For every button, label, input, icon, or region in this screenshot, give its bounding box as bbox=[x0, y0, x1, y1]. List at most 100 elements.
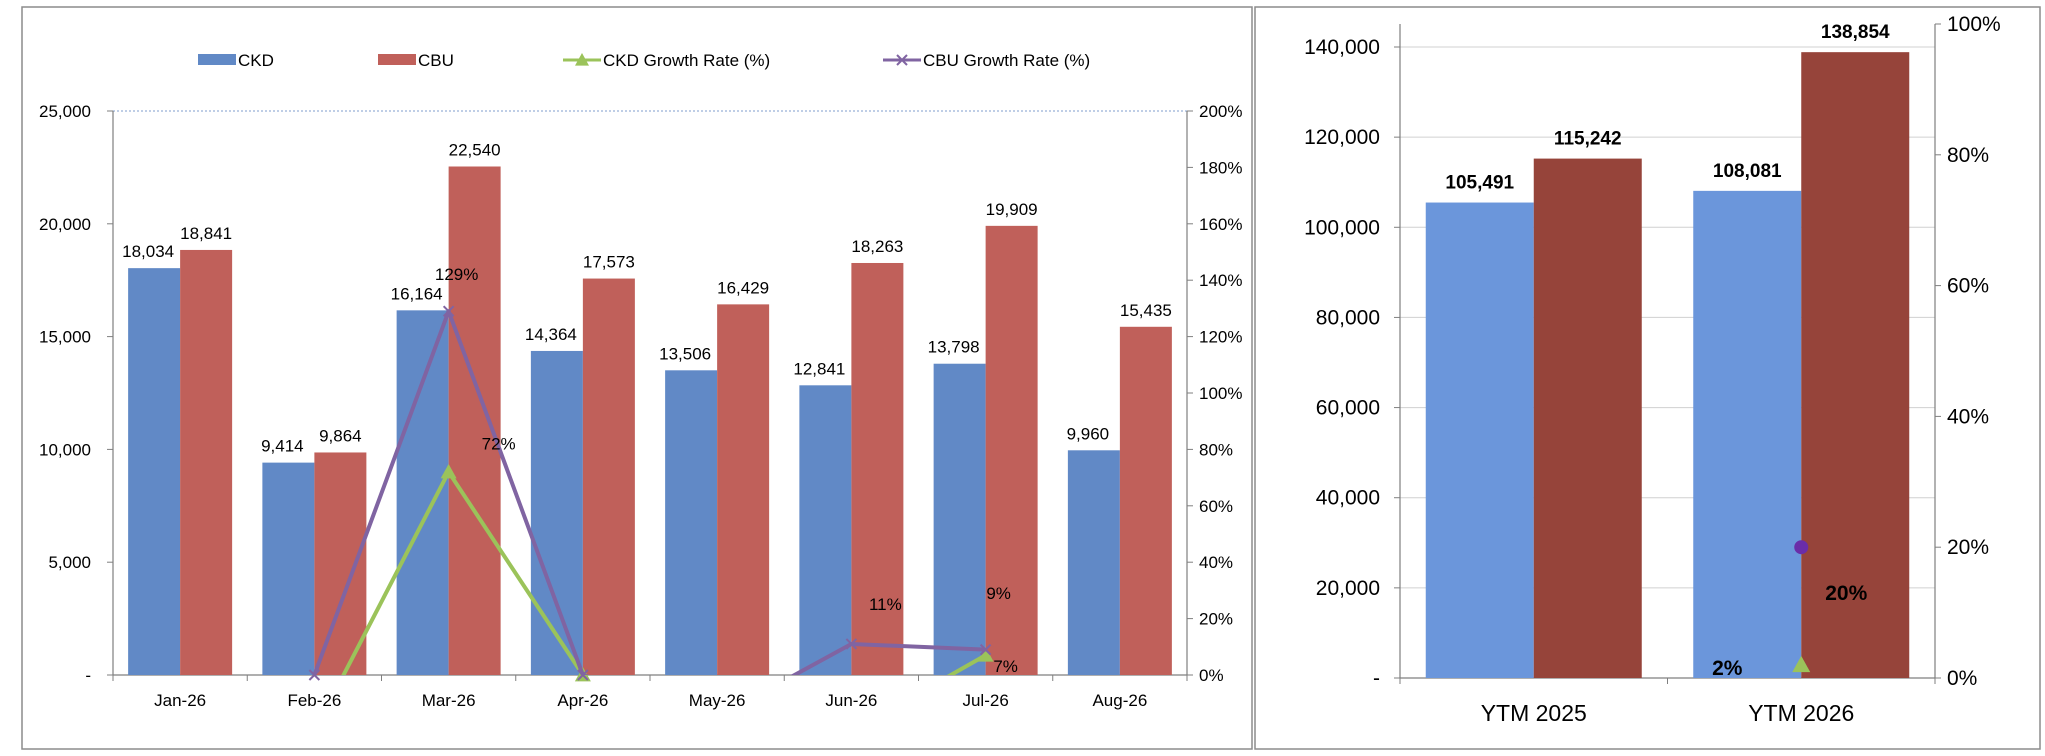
bar-label-ckd: 18,034 bbox=[122, 242, 174, 261]
bar-label-ckd: 14,364 bbox=[525, 325, 577, 344]
cbu-growth-marker-b bbox=[442, 305, 455, 317]
bar-label-cbu: 115,242 bbox=[1554, 129, 1622, 150]
bar-label-cbu: 19,909 bbox=[986, 200, 1038, 219]
bar-cbu bbox=[1119, 326, 1172, 675]
bar-label-cbu: 9,864 bbox=[319, 426, 362, 445]
growth-label: 9% bbox=[986, 584, 1011, 603]
left-tick-label: 20,000 bbox=[1316, 577, 1380, 600]
bar-label-ckd: 108,081 bbox=[1713, 161, 1782, 182]
cbu-growth-marker-b bbox=[577, 669, 589, 681]
right-tick-label: 20% bbox=[1199, 610, 1233, 629]
bar-label-ckd: 105,491 bbox=[1445, 173, 1514, 194]
legend-label: CKD bbox=[238, 51, 274, 70]
growth-label: 2% bbox=[1712, 657, 1743, 680]
growth-label: 7% bbox=[993, 657, 1018, 676]
cbu-growth-marker-b bbox=[845, 638, 858, 650]
line-cbu-growth bbox=[312, 309, 986, 675]
right-chart-frame bbox=[1254, 6, 2041, 750]
x-tick-label: Jul-26 bbox=[962, 691, 1008, 710]
bar-label-ckd: 12,841 bbox=[793, 359, 845, 378]
bar-cbu bbox=[1801, 52, 1910, 679]
right-tick-label: 40% bbox=[1199, 553, 1233, 572]
bar-label-cbu: 18,841 bbox=[180, 224, 232, 243]
growth-label: 72% bbox=[482, 434, 516, 453]
bar-label-ckd: 9,414 bbox=[261, 437, 304, 456]
bar-ckd bbox=[530, 350, 583, 675]
x-tick-label: Mar-26 bbox=[422, 691, 476, 710]
right-tick-label: 0% bbox=[1947, 667, 1977, 690]
left-tick-label: 10,000 bbox=[39, 440, 91, 459]
bar-ckd bbox=[799, 385, 852, 675]
bar-ckd bbox=[1425, 202, 1534, 678]
x-tick-label: Jun-26 bbox=[825, 691, 877, 710]
bar-ckd bbox=[396, 310, 449, 675]
cbu-growth-marker bbox=[845, 638, 858, 650]
right-tick-label: 160% bbox=[1199, 215, 1242, 234]
right-tick-label: 80% bbox=[1947, 144, 1989, 167]
right-tick-label: 180% bbox=[1199, 158, 1242, 177]
right-tick-label: 0% bbox=[1199, 666, 1224, 685]
left-tick-label: 40,000 bbox=[1316, 487, 1380, 510]
x-tick-label: Feb-26 bbox=[287, 691, 341, 710]
right-tick-label: 140% bbox=[1199, 271, 1242, 290]
left-tick-label: 80,000 bbox=[1316, 306, 1380, 329]
growth-label: 20% bbox=[1825, 582, 1867, 605]
bar-cbu bbox=[582, 278, 635, 675]
cbu-growth-marker-b bbox=[308, 669, 321, 681]
ckd-growth-marker bbox=[440, 463, 457, 479]
bar-ckd bbox=[933, 363, 986, 675]
bar-cbu bbox=[1533, 158, 1642, 679]
x-tick-label: Apr-26 bbox=[557, 691, 608, 710]
x-tick-label: Jan-26 bbox=[154, 691, 206, 710]
legend-swatch-cbu bbox=[378, 54, 416, 65]
right-tick-label: 200% bbox=[1199, 102, 1242, 121]
right-tick-label: 60% bbox=[1199, 497, 1233, 516]
bar-label-ckd: 13,506 bbox=[659, 344, 711, 363]
left-tick-label: 60,000 bbox=[1316, 397, 1380, 420]
x-tick-label: Aug-26 bbox=[1092, 691, 1147, 710]
bar-cbu bbox=[448, 166, 501, 675]
bar-label-cbu: 138,854 bbox=[1821, 22, 1890, 43]
right-tick-label: 100% bbox=[1947, 13, 2001, 36]
cbu-growth-marker bbox=[308, 669, 321, 681]
bar-label-cbu: 17,573 bbox=[583, 253, 635, 272]
left-tick-label: - bbox=[1373, 667, 1380, 690]
cbu-growth-marker bbox=[577, 669, 589, 681]
left-tick-label: 25,000 bbox=[39, 102, 91, 121]
right-tick-label: 40% bbox=[1947, 405, 1989, 428]
x-tick-label: YTM 2025 bbox=[1481, 700, 1587, 726]
bar-label-ckd: 9,960 bbox=[1067, 424, 1110, 443]
legend-swatch-ckd bbox=[198, 54, 236, 65]
bar-cbu bbox=[314, 452, 367, 675]
cbu-growth-marker bbox=[442, 305, 455, 317]
right-tick-label: 100% bbox=[1199, 384, 1242, 403]
right-tick-label: 60% bbox=[1947, 275, 1989, 298]
legend-marker bbox=[575, 53, 589, 66]
right-tick-label: 80% bbox=[1199, 440, 1233, 459]
bar-ckd bbox=[1067, 450, 1120, 675]
growth-label: 129% bbox=[435, 265, 478, 284]
bar-label-cbu: 16,429 bbox=[717, 278, 769, 297]
bar-cbu bbox=[717, 304, 770, 675]
left-tick-label: 100,000 bbox=[1304, 216, 1380, 239]
cbu-growth-marker bbox=[979, 643, 992, 656]
bar-cbu bbox=[985, 225, 1038, 675]
bar-label-cbu: 18,263 bbox=[851, 237, 903, 256]
left-tick-label: 140,000 bbox=[1304, 36, 1380, 59]
left-tick-label: 15,000 bbox=[39, 328, 91, 347]
bar-ckd bbox=[665, 370, 718, 675]
legend-label: CKD Growth Rate (%) bbox=[603, 51, 770, 70]
ckd-growth-marker bbox=[977, 647, 994, 662]
bar-ckd bbox=[262, 462, 315, 675]
bar-cbu bbox=[851, 262, 904, 675]
growth-label: 11% bbox=[869, 595, 902, 614]
bar-label-cbu: 15,435 bbox=[1120, 301, 1172, 320]
legend-label: CBU Growth Rate (%) bbox=[923, 51, 1090, 70]
left-tick-label: 5,000 bbox=[48, 553, 91, 572]
cbu-growth-marker-b bbox=[979, 643, 992, 656]
right-tick-label: 120% bbox=[1199, 328, 1242, 347]
bar-label-ckd: 13,798 bbox=[928, 338, 980, 357]
cbu-growth-marker bbox=[1794, 540, 1809, 555]
